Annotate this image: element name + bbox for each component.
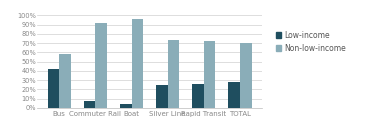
Bar [192,84,204,108]
Bar [84,101,95,108]
Bar [47,69,59,108]
Bar [132,19,143,108]
Bar [204,41,215,108]
Bar [229,82,240,108]
Bar [168,40,179,108]
Bar [240,43,252,108]
Bar [95,23,107,108]
Bar [120,104,132,108]
Bar [156,85,168,108]
Bar [59,54,71,108]
Legend: Low-income, Non-low-income: Low-income, Non-low-income [275,29,348,54]
